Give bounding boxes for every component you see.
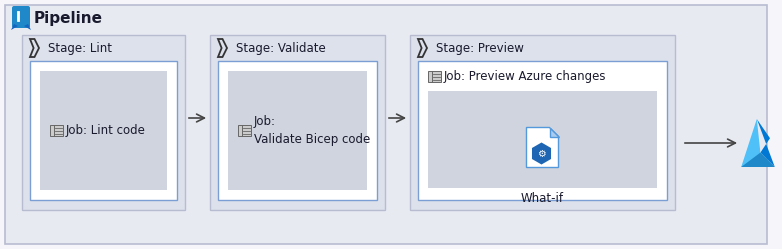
Polygon shape bbox=[24, 24, 31, 30]
FancyBboxPatch shape bbox=[428, 70, 440, 81]
Polygon shape bbox=[532, 142, 551, 165]
FancyBboxPatch shape bbox=[238, 125, 250, 136]
FancyBboxPatch shape bbox=[40, 71, 167, 190]
Polygon shape bbox=[11, 24, 18, 30]
Polygon shape bbox=[526, 127, 558, 168]
Text: Stage: Lint: Stage: Lint bbox=[48, 42, 112, 55]
FancyBboxPatch shape bbox=[410, 35, 675, 210]
Polygon shape bbox=[741, 119, 760, 167]
FancyBboxPatch shape bbox=[30, 61, 177, 200]
Text: Stage: Preview: Stage: Preview bbox=[436, 42, 524, 55]
Text: Job: Preview Azure changes: Job: Preview Azure changes bbox=[444, 69, 607, 82]
Polygon shape bbox=[550, 127, 558, 136]
Text: Job:
Validate Bicep code: Job: Validate Bicep code bbox=[254, 115, 370, 146]
FancyBboxPatch shape bbox=[228, 71, 367, 190]
FancyBboxPatch shape bbox=[218, 61, 377, 200]
FancyBboxPatch shape bbox=[210, 35, 385, 210]
FancyBboxPatch shape bbox=[49, 125, 63, 136]
Text: What-if: What-if bbox=[521, 191, 564, 204]
Text: Job: Lint code: Job: Lint code bbox=[66, 124, 146, 137]
Text: ⚙: ⚙ bbox=[537, 148, 546, 159]
FancyBboxPatch shape bbox=[12, 6, 30, 28]
FancyBboxPatch shape bbox=[428, 91, 657, 188]
Polygon shape bbox=[741, 153, 775, 167]
FancyBboxPatch shape bbox=[22, 35, 185, 210]
FancyBboxPatch shape bbox=[418, 61, 667, 200]
Text: Pipeline: Pipeline bbox=[34, 10, 103, 25]
FancyBboxPatch shape bbox=[5, 5, 767, 244]
Polygon shape bbox=[757, 119, 775, 167]
Text: Stage: Validate: Stage: Validate bbox=[236, 42, 326, 55]
